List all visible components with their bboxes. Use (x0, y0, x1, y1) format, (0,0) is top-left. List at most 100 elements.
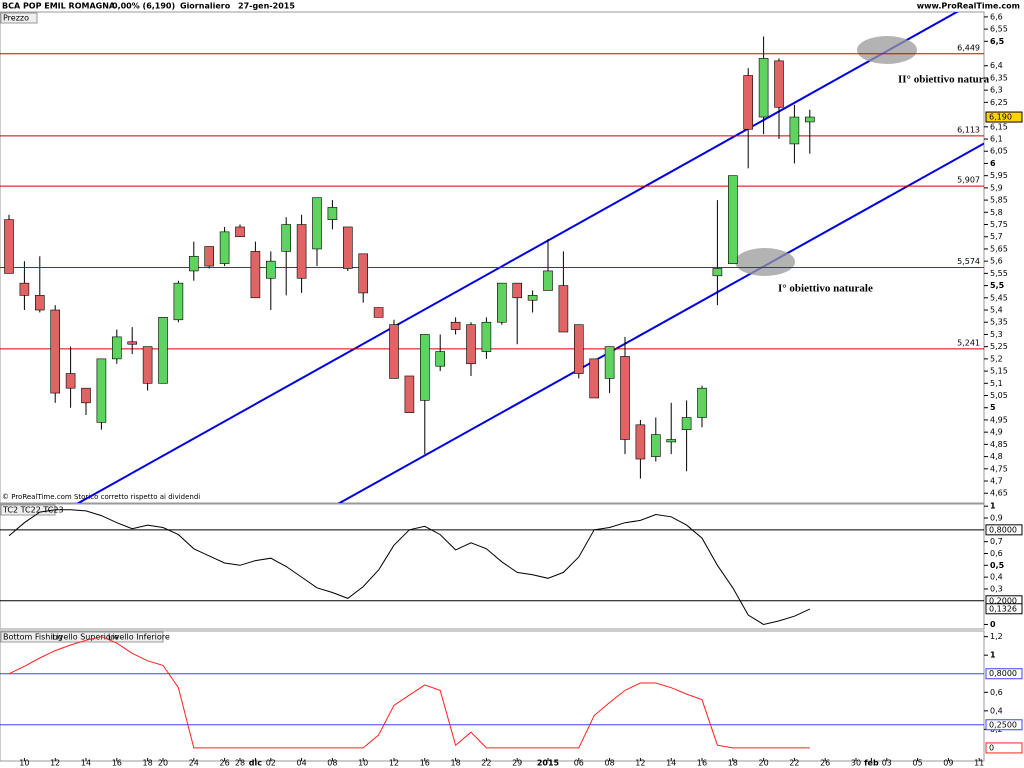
candle-body (219, 231, 230, 264)
y-tick-label: 5,9 (990, 183, 1003, 192)
x-tick-label: 16 (420, 759, 430, 768)
candle-body (650, 434, 661, 457)
last-value-label: 0 (989, 743, 994, 752)
candle-body (404, 375, 415, 413)
candle-body (727, 175, 738, 264)
level-label: 0,2000 (989, 596, 1017, 605)
y-tick-label: 4,85 (990, 440, 1008, 449)
price-panel (0, 11, 985, 504)
y-tick-label: 4,8 (990, 452, 1003, 461)
y-tick-label: 5,75 (990, 220, 1008, 229)
candle-body (558, 285, 569, 333)
y-tick-label: 5,5 (990, 281, 1005, 290)
legend-entry: Livello Inferiore (108, 633, 170, 642)
candle-body (281, 224, 292, 252)
x-tick-label: 12 (389, 759, 399, 768)
y-tick-label: 0,3 (990, 584, 1003, 593)
candle-body (635, 424, 646, 460)
candle-body (389, 324, 399, 379)
x-tick-label: 20 (759, 759, 769, 768)
x-tick-label: 09 (943, 759, 953, 768)
change: 0,00% (6,190) (112, 2, 175, 11)
x-tick-label: 24 (189, 759, 199, 768)
x-tick-label: 20 (158, 759, 168, 768)
candle-body (189, 255, 199, 272)
candle-body (697, 387, 707, 418)
y-tick-label: 1 (990, 651, 996, 660)
candle-body (681, 417, 692, 431)
candle-body (81, 387, 91, 404)
candle-body (789, 116, 800, 145)
legend-title: TC2 TC22 TC23 (2, 506, 64, 515)
panel-label: Prezzo (3, 14, 29, 23)
y-tick-label: 0,6 (990, 549, 1003, 558)
y-tick-label: 4,75 (990, 464, 1008, 473)
x-tick-label: dic (249, 759, 262, 768)
y-tick-label: 6,55 (990, 25, 1008, 34)
candle-body (573, 324, 584, 374)
y-tick-label: 5,7 (990, 232, 1003, 241)
candle-body (774, 60, 784, 108)
level-label: 5,241 (957, 338, 980, 347)
level-label: 5,574 (957, 257, 980, 266)
period: Giornaliero (180, 2, 231, 11)
x-tick-label: 2015 (537, 759, 560, 768)
y-tick-label: 5,05 (990, 391, 1008, 400)
x-tick-label: 14 (666, 759, 676, 768)
y-tick-label: 1 (990, 502, 996, 511)
y-tick-label: 6,1 (990, 135, 1003, 144)
legend-entry: Bottom Fishing (3, 633, 63, 642)
target-ellipse (857, 36, 917, 64)
y-tick-label: 5,65 (990, 244, 1008, 253)
y-tick-label: 5,8 (990, 208, 1003, 217)
candle-body (527, 295, 538, 301)
x-tick-label: 11 (974, 759, 984, 768)
y-tick-label: 5,45 (990, 293, 1008, 302)
candle-body (604, 346, 615, 379)
date: 27-gen-2015 (238, 2, 295, 11)
candle-body (358, 253, 369, 294)
y-tick-label: 4,95 (990, 415, 1008, 424)
candle-body (620, 356, 630, 440)
series-line (8, 636, 810, 749)
candle-body (112, 336, 122, 360)
trend-channel (76, 12, 984, 503)
x-tick-label: 26 (220, 759, 230, 768)
target-ellipse (735, 248, 795, 276)
x-tick-label: 10 (358, 759, 368, 768)
fishing-panel (0, 630, 985, 762)
x-tick-label: 12 (635, 759, 645, 768)
candle-body (65, 373, 76, 389)
y-tick-label: 5,25 (990, 342, 1008, 351)
x-tick-label: 02 (266, 759, 276, 768)
y-tick-label: 6,5 (990, 37, 1005, 46)
level-label: 0,8000 (989, 525, 1017, 534)
y-tick-label: 6,05 (990, 147, 1008, 156)
x-tick-label: 05 (913, 759, 923, 768)
y-tick-label: 6,35 (990, 73, 1008, 82)
last-value-box (985, 603, 1023, 615)
y-tick-label: 5 (990, 403, 996, 412)
y-tick-label: 5,55 (990, 269, 1008, 278)
y-tick-label: 5,95 (990, 171, 1008, 180)
level-label-box (985, 668, 1023, 680)
candle-body (204, 246, 214, 267)
level-label-box (985, 524, 1023, 536)
note: © ProRealTime.com Storico corretto rispe… (2, 493, 200, 501)
level-label-box (985, 719, 1023, 731)
candle-body (158, 317, 168, 384)
candle-body (173, 282, 184, 321)
candle-body (435, 351, 446, 367)
x-tick-label: 22 (481, 759, 491, 768)
last-value-box (985, 742, 1023, 754)
y-tick-label: 5,35 (990, 318, 1008, 327)
y-tick-label: 5,4 (990, 306, 1003, 315)
y-tick-label: 6,15 (990, 122, 1008, 131)
x-tick-label: 10 (19, 759, 29, 768)
y-tick-label: 4,65 (990, 489, 1008, 498)
series-line (8, 509, 811, 626)
candle-body (127, 341, 137, 345)
candle-body (419, 334, 430, 401)
